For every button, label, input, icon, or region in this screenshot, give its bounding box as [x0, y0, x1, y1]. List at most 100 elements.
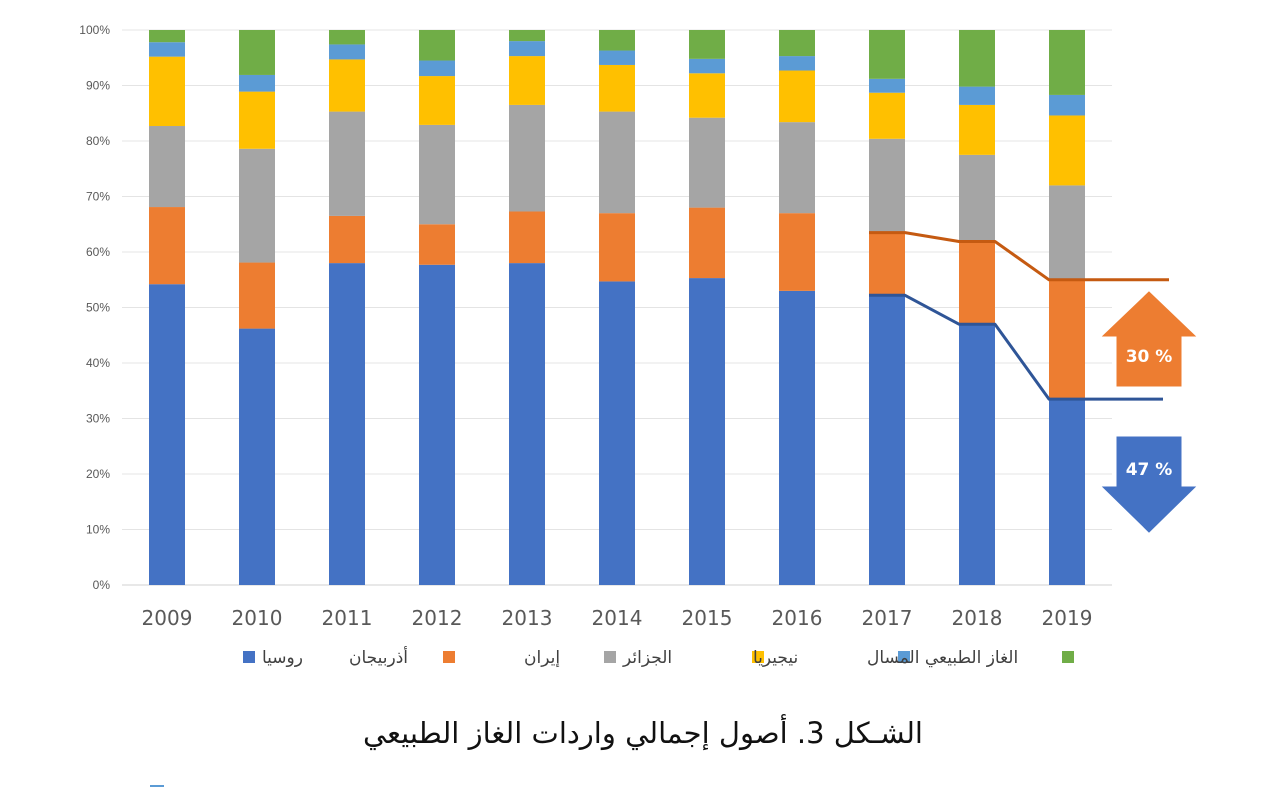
- bar-segment: [869, 295, 905, 585]
- bar-segment: [1049, 399, 1085, 585]
- bar-segment: [869, 138, 905, 233]
- bar-segment: [239, 91, 275, 149]
- bar-segment: [419, 264, 455, 585]
- bar-segment: [149, 284, 185, 585]
- legend-label: الغاز الطبيعي المسال: [867, 648, 1018, 668]
- bar-segment: [599, 30, 635, 51]
- y-tick-label: 70%: [86, 190, 110, 204]
- bar-segment: [509, 263, 545, 585]
- bar-segment: [959, 241, 995, 325]
- bar-segment: [689, 117, 725, 208]
- bar-segment: [239, 328, 275, 585]
- bar-segment: [1049, 185, 1085, 280]
- x-tick-label: 2019: [1042, 606, 1093, 630]
- bar-segment: [599, 64, 635, 112]
- bar-segment: [689, 73, 725, 118]
- bar-segment: [509, 104, 545, 212]
- y-axis: 0% 10% 20% 30% 40% 50% 60% 70% 80% 90% 100%: [79, 23, 110, 592]
- bar-segment: [149, 207, 185, 285]
- bar-segment: [509, 211, 545, 264]
- bar-segment: [239, 74, 275, 92]
- bar-segment: [509, 41, 545, 57]
- legend-swatch: [1062, 651, 1074, 663]
- x-tick-label: 2014: [592, 606, 643, 630]
- legend-swatch: [604, 651, 616, 663]
- bar-segment: [779, 213, 815, 291]
- x-tick-label: 2017: [862, 606, 913, 630]
- y-tick-label: 40%: [86, 356, 110, 370]
- x-tick-label: 2011: [322, 606, 373, 630]
- bar-segment: [419, 224, 455, 265]
- legend-swatch: [443, 651, 455, 663]
- y-tick-label: 0%: [93, 578, 111, 592]
- bars: [149, 30, 1085, 585]
- bar-segment: [869, 92, 905, 139]
- bar-segment: [239, 30, 275, 75]
- bar-segment: [419, 60, 455, 77]
- x-tick-label: 2016: [772, 606, 823, 630]
- bar-segment: [599, 111, 635, 214]
- legend-label: الجزائر: [622, 648, 672, 668]
- change-arrows: 30 % 47 %: [1101, 291, 1197, 533]
- x-tick-label: 2015: [682, 606, 733, 630]
- bar-segment: [869, 232, 905, 296]
- bar-segment: [329, 59, 365, 112]
- bar-segment: [959, 154, 995, 242]
- bar-segment: [1049, 115, 1085, 186]
- bar-segment: [689, 207, 725, 279]
- bar-segment: [779, 56, 815, 71]
- trend-line: [869, 231, 1169, 282]
- decorative-mark: [150, 785, 164, 787]
- bar-segment: [329, 215, 365, 264]
- bar-segment: [599, 213, 635, 282]
- bar-segment: [149, 56, 185, 127]
- bar-segment: [329, 111, 365, 216]
- bar-segment: [1049, 94, 1085, 116]
- bar-segment: [959, 30, 995, 87]
- bar-segment: [869, 78, 905, 93]
- bar-segment: [779, 122, 815, 214]
- bar-segment: [689, 30, 725, 59]
- legend: روسيا أذربيجان إيران الجزائر نيجيريا الغاز ال…: [243, 646, 1074, 668]
- x-tick-label: 2009: [142, 606, 193, 630]
- y-tick-label: 80%: [86, 134, 110, 148]
- x-axis: 2009 2010 2011 2012 2013 2014 2015 2016 2017 2018…: [142, 606, 1093, 630]
- bar-segment: [1049, 30, 1085, 95]
- bar-segment: [149, 42, 185, 57]
- figure-caption: الشـكل 3. أصول إجمالي واردات الغاز الطبي…: [363, 716, 923, 750]
- bar-segment: [239, 148, 275, 263]
- bar-segment: [509, 30, 545, 42]
- bar-segment: [239, 262, 275, 329]
- bar-segment: [959, 324, 995, 585]
- bar-segment: [329, 44, 365, 60]
- bar-segment: [329, 263, 365, 585]
- bar-segment: [689, 58, 725, 74]
- bar-segment: [599, 50, 635, 65]
- x-tick-label: 2013: [502, 606, 553, 630]
- legend-label: أذربيجان: [349, 646, 408, 668]
- legend-swatch: [898, 651, 910, 663]
- bar-segment: [419, 124, 455, 225]
- y-tick-label: 90%: [86, 79, 110, 93]
- y-tick-label: 100%: [79, 23, 110, 37]
- bar-segment: [959, 104, 995, 155]
- arrow-down-icon: [1101, 436, 1197, 533]
- bar-segment: [149, 126, 185, 208]
- bar-segment: [1049, 279, 1085, 400]
- y-tick-label: 30%: [86, 412, 110, 426]
- bar-segment: [779, 70, 815, 123]
- legend-swatch: [243, 651, 255, 663]
- arrow-label: 30 %: [1126, 347, 1173, 367]
- legend-swatch: [752, 651, 764, 663]
- arrow-label: 47 %: [1126, 460, 1173, 480]
- arrow-up-icon: [1101, 291, 1197, 387]
- bar-segment: [419, 76, 455, 125]
- bar-segment: [779, 290, 815, 585]
- y-tick-label: 50%: [86, 301, 110, 315]
- y-tick-label: 60%: [86, 245, 110, 259]
- bar-segment: [869, 30, 905, 79]
- bar-segment: [509, 56, 545, 105]
- bar-segment: [689, 278, 725, 585]
- y-tick-label: 10%: [86, 523, 110, 537]
- legend-label: إيران: [524, 648, 560, 668]
